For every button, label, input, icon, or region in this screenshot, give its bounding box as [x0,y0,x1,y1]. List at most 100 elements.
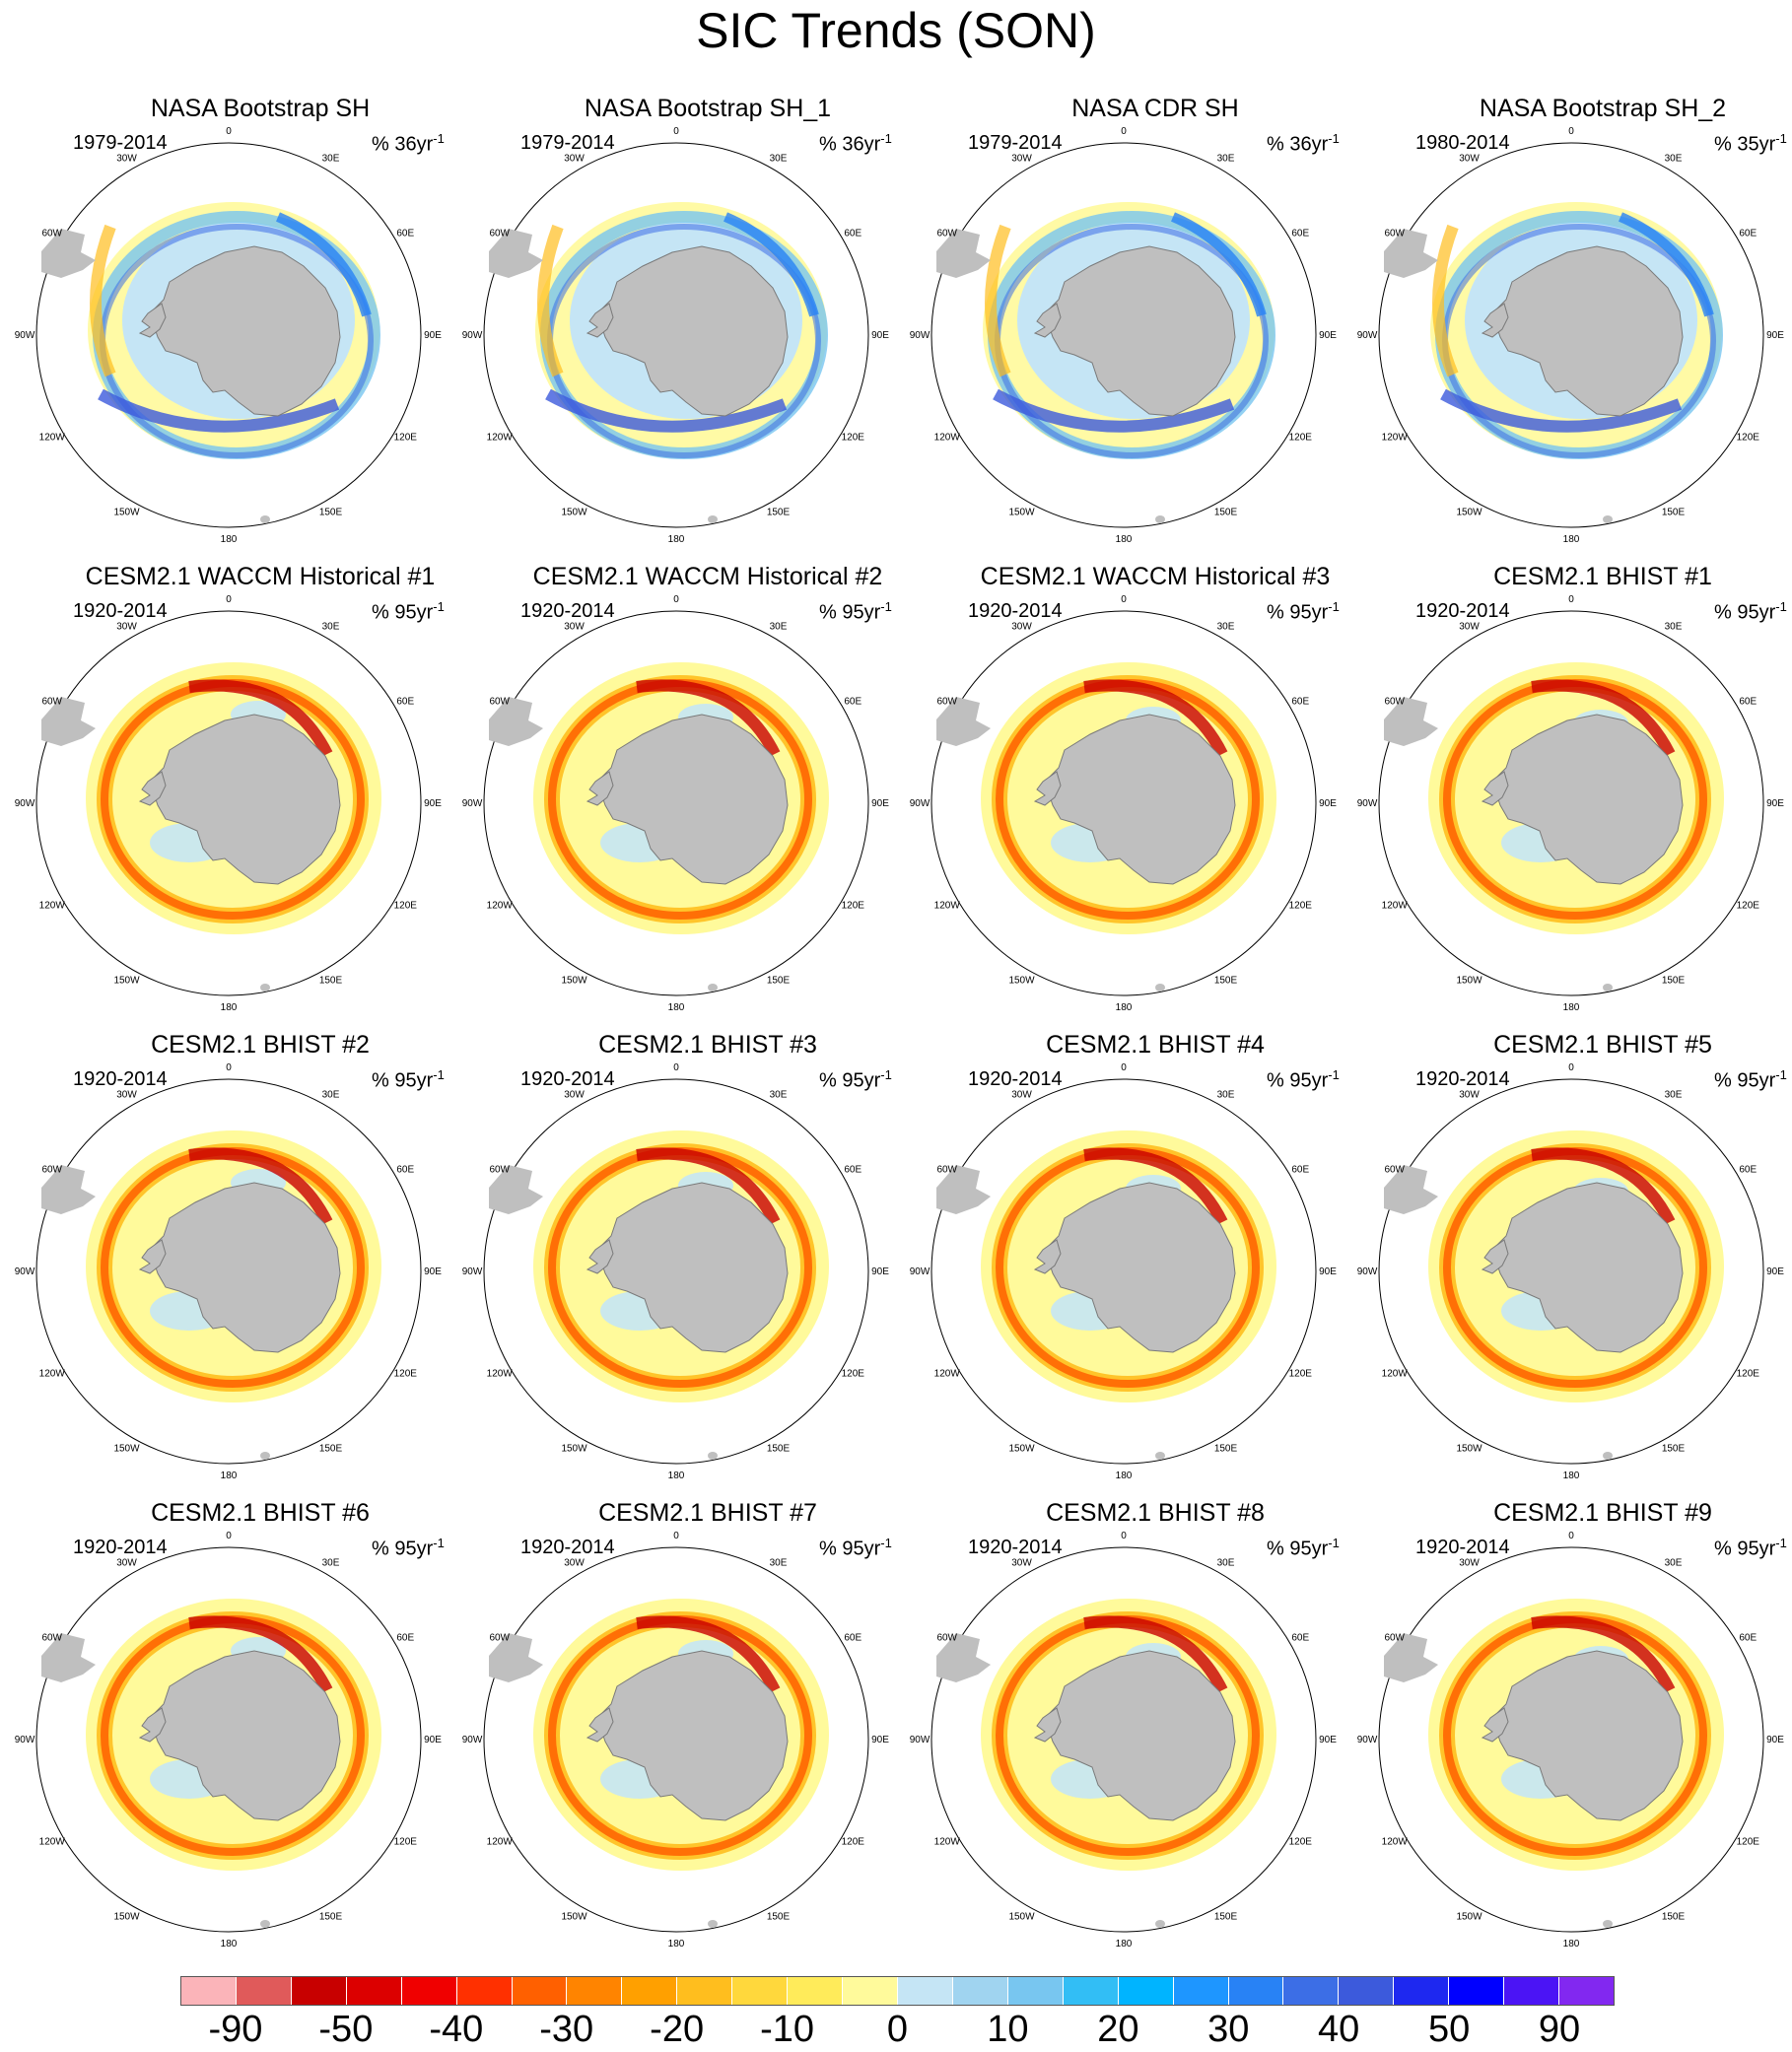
colorbar-swatch [1559,1977,1614,2005]
longitude-label: 0 [1121,1531,1127,1541]
panel-years: 1920-2014 [968,1537,1063,1558]
colorbar-swatch [788,1977,844,2005]
longitude-label: 0 [1568,1531,1574,1541]
longitude-label: 150W [561,975,587,986]
longitude-label: 150E [1214,507,1238,517]
longitude-label: 90W [462,1735,483,1745]
panel-title: CESM2.1 BHIST #1 [1493,563,1712,590]
longitude-label: 60W [489,1633,510,1644]
antarctic-peninsula [1481,1707,1509,1743]
longitude-label: 180 [1116,1471,1133,1481]
longitude-label: 60W [1384,1633,1405,1644]
longitude-label: 150E [1662,1443,1686,1454]
longitude-label: 90E [1319,1266,1337,1277]
map-panel: 0 30E 60E 90E 120E 150E 180 150W 120W 90W 60W 30W CE… [1357,1030,1792,1498]
colorbar-tick-label: 10 [987,2009,1029,2050]
longitude-label: 90E [1766,1266,1784,1277]
panel-years: 1920-2014 [73,1537,168,1558]
longitude-label: 180 [221,1002,238,1013]
longitude-label: 30E [1665,1090,1683,1101]
longitude-label: 90E [1766,798,1784,809]
longitude-label: 120W [934,901,961,912]
longitude-label: 150W [561,1911,587,1922]
longitude-label: 0 [673,1062,679,1073]
panel-title: CESM2.1 BHIST #5 [1493,1031,1712,1059]
longitude-label: 150E [767,507,791,517]
longitude-label: 150W [1008,507,1035,517]
colorbar-tick-label: -30 [539,2009,594,2050]
longitude-label: 90E [424,330,442,341]
longitude-label: 30W [1011,154,1032,165]
longitude-label: 150E [1662,975,1686,986]
longitude-label: 150E [767,1911,791,1922]
longitude-label: 150E [319,1911,343,1922]
antarctic-peninsula [1033,1707,1062,1743]
longitude-label: 30W [1459,1558,1480,1569]
island [1155,1920,1165,1928]
longitude-label: 120W [39,1369,66,1380]
longitude-label: 0 [673,1531,679,1541]
longitude-label: 90E [871,1266,889,1277]
antarctic-peninsula [1481,771,1509,806]
longitude-label: 90W [15,798,35,809]
longitude-label: 30E [1217,1090,1235,1101]
longitude-label: 120W [1382,433,1409,444]
colorbar-swatch [843,1977,898,2005]
panel-trend-units: % 95yr-1 [1267,1067,1340,1092]
longitude-label: 120W [487,433,514,444]
panel-trend-units: % 95yr-1 [372,1067,445,1092]
longitude-label: 150W [1456,975,1482,986]
colorbar-swatch [181,1977,237,2005]
longitude-label: 90W [15,330,35,341]
colorbar-tick-label: -10 [760,2009,815,2050]
south-america-tip [489,1633,543,1682]
longitude-label: 90W [910,1266,930,1277]
polar-stereographic-map: 0 30E 60E 90E 120E 150E 180 150W 120W 90W 60W 30W [15,126,443,545]
longitude-label: 30E [770,1090,788,1101]
longitude-label: 30E [1217,622,1235,633]
antarctic-peninsula [138,771,167,806]
longitude-label: 150W [1008,1443,1035,1454]
south-america-tip [1384,1165,1438,1214]
polar-stereographic-map: 0 30E 60E 90E 120E 150E 180 150W 120W 90W 60W 30W [462,1531,890,1949]
polar-stereographic-map: 0 30E 60E 90E 120E 150E 180 150W 120W 90W 60W 30W [462,594,890,1013]
longitude-label: 60E [1291,229,1309,239]
panel-trend-units: % 36yr-1 [1267,131,1340,156]
map-panel: 0 30E 60E 90E 120E 150E 180 150W 120W 90W 60W 30W CE… [910,1498,1379,1966]
longitude-label: 0 [226,1531,232,1541]
panel-title: CESM2.1 BHIST #4 [1046,1031,1265,1059]
longitude-label: 30E [770,154,788,165]
polar-stereographic-map: 0 30E 60E 90E 120E 150E 180 150W 120W 90W 60W 30W [15,1062,443,1481]
longitude-label: 0 [1121,126,1127,137]
south-america-tip [1384,229,1438,278]
colorbar-swatch [1228,1977,1284,2005]
longitude-label: 120W [39,433,66,444]
panel-trend-units: % 95yr-1 [819,599,892,624]
longitude-label: 60E [844,697,862,708]
south-america-tip [41,229,96,278]
panel-title: CESM2.1 BHIST #6 [151,1499,370,1527]
south-america-tip [936,697,991,746]
panel-trend-units: % 95yr-1 [819,1536,892,1560]
longitude-label: 0 [1568,594,1574,605]
panel-title: CESM2.1 WACCM Historical #2 [532,563,883,590]
colorbar-labels: -90 -50 -40 -30 -20 -10 0 10 20 30 40 50 90 [0,2008,1792,2052]
panel-years: 1920-2014 [1415,1068,1510,1090]
longitude-label: 150E [1214,1443,1238,1454]
antarctic-peninsula [138,303,167,338]
polar-stereographic-map: 0 30E 60E 90E 120E 150E 180 150W 120W 90W 60W 30W [1357,594,1785,1013]
island [260,984,270,992]
colorbar-swatch [1504,1977,1560,2005]
colorbar-swatch [236,1977,292,2005]
longitude-label: 60W [489,697,510,708]
antarctic-peninsula [1481,1239,1509,1274]
longitude-label: 60E [844,1165,862,1176]
panel-years: 1920-2014 [1415,600,1510,622]
longitude-label: 60W [1384,697,1405,708]
panel-title: CESM2.1 BHIST #7 [598,1499,817,1527]
panel-years: 1920-2014 [968,600,1063,622]
longitude-label: 30E [322,154,340,165]
longitude-label: 150E [319,507,343,517]
colorbar-swatch [1063,1977,1119,2005]
antarctic-peninsula [1033,771,1062,806]
